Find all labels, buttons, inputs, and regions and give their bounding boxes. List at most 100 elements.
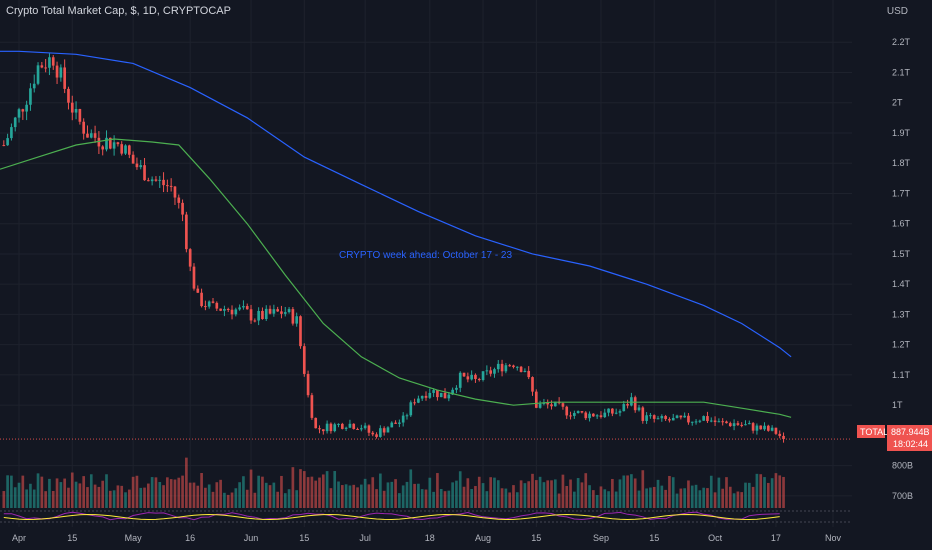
volume-bar (751, 486, 755, 508)
volume-bar (314, 480, 318, 508)
volume-bar (89, 474, 93, 508)
y-tick-label: 1.4T (892, 279, 911, 289)
candle-body (371, 432, 375, 435)
volume-bar (127, 489, 131, 508)
volume-bar (553, 479, 557, 508)
volume-bar (253, 492, 257, 508)
candle-body (230, 309, 234, 315)
volume-bar (500, 488, 504, 508)
volume-bar (147, 483, 150, 508)
volume-bar (192, 482, 196, 508)
candle-body (630, 397, 633, 406)
candle-body (89, 133, 93, 138)
candle-body (36, 65, 40, 84)
candle-body (86, 133, 89, 138)
volume-bar (386, 482, 390, 508)
candle-body (405, 415, 409, 417)
candle-body (466, 376, 470, 380)
candle-body (611, 408, 614, 414)
candle-body (702, 416, 705, 421)
volume-bar (337, 481, 340, 508)
volume-bar (687, 480, 690, 508)
symbol-title[interactable]: Crypto Total Market Cap, $, 1D, CRYPTOCA… (6, 5, 231, 17)
volume-bar (29, 483, 32, 508)
candle-body (211, 301, 215, 303)
volume-bar (728, 486, 732, 508)
volume-bar (766, 482, 770, 508)
candle-body (622, 404, 626, 412)
candle-body (668, 419, 671, 421)
grid-lines (0, 0, 852, 527)
candle-body (44, 67, 47, 69)
candle-body (386, 427, 390, 433)
volume-bar (660, 485, 664, 508)
candle-body (698, 420, 702, 422)
volume-bar (432, 491, 435, 508)
price-axis[interactable]: 2.2T 2.1T 2T 1.9T 1.8T 1.7T 1.6T 1.5T 1.4T 1.3T 1.… (892, 37, 913, 501)
volume-bar (17, 482, 21, 508)
volume-bar (664, 489, 667, 508)
volume-bar (13, 487, 17, 508)
candle-body (70, 102, 74, 113)
candle-body (470, 374, 473, 380)
volume-bar (185, 457, 188, 508)
candle-body (721, 421, 725, 423)
volume-bar (736, 491, 740, 508)
volume-bar (515, 492, 519, 508)
candle-body (124, 145, 127, 154)
moving-average-line (0, 50, 792, 358)
candle-body (561, 403, 565, 407)
x-tick-label: Aug (475, 533, 491, 543)
candle-body (439, 392, 443, 398)
candle-body (245, 306, 249, 310)
candle-body (40, 65, 44, 68)
volume-bar (550, 480, 553, 508)
candle-body (101, 146, 105, 150)
candle-body (717, 421, 721, 423)
candle-body (595, 415, 599, 417)
x-tick-label: 16 (185, 533, 195, 543)
volume-bar (614, 491, 618, 508)
volume-bar (546, 480, 550, 508)
volume-bar (306, 477, 310, 508)
volume-bar (67, 487, 70, 508)
candle-body (565, 406, 569, 416)
candle-body (310, 395, 314, 418)
candle-body (234, 309, 238, 315)
y-tick-label: 1.1T (892, 370, 911, 380)
candle-body (219, 308, 222, 311)
time-axis[interactable]: Apr 15 May 16 Jun 15 Jul 18 Aug 15 Sep 15 Oct 17 Nov (12, 533, 841, 543)
candle-body (424, 395, 428, 398)
x-tick-label: Oct (708, 533, 723, 543)
volume-bar (287, 489, 291, 508)
y-tick-label: 1.2T (892, 340, 911, 350)
volume-bar (382, 490, 386, 508)
candle-body (519, 366, 523, 372)
candle-body (755, 425, 759, 431)
currency-label[interactable]: USD (886, 6, 908, 17)
volume-bar (443, 491, 447, 508)
candle-body (759, 425, 763, 430)
volume-bar (379, 473, 382, 508)
candle-body (10, 127, 13, 139)
candle-body (401, 415, 405, 423)
volume-bar (272, 482, 276, 508)
volume-bar (744, 482, 747, 508)
x-tick-label: May (125, 533, 143, 543)
y-tick-label: 1.9T (892, 128, 911, 138)
x-tick-label: 15 (299, 533, 309, 543)
candle-body (725, 421, 728, 424)
candle-body (774, 427, 778, 434)
candle-body (329, 423, 333, 432)
candle-body (139, 165, 143, 168)
volume-bar (717, 477, 721, 508)
volume-bar (299, 469, 302, 508)
candle-body (299, 316, 302, 347)
volume-bar (774, 473, 778, 508)
candle-body (147, 180, 150, 182)
volume-bar (439, 488, 443, 508)
candle-body (131, 154, 135, 164)
volume-bar (348, 485, 352, 508)
volume-bar (196, 485, 200, 508)
